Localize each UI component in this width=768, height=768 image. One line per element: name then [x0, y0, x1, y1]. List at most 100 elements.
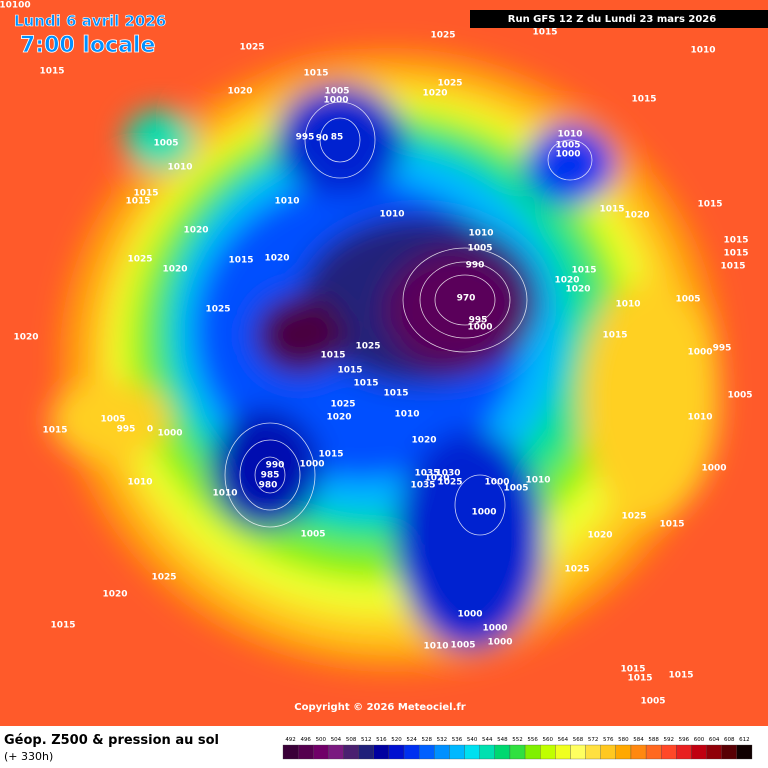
isobar-label: 1025 [437, 478, 462, 488]
isobar-label: 1000 [687, 348, 712, 358]
colorbar-label: 532 [437, 737, 448, 743]
isobar-label: 1010 [127, 478, 152, 488]
colorbar-swatch [600, 744, 616, 760]
isobar-label: 1015 [620, 665, 645, 675]
colorbar-swatch [706, 744, 722, 760]
isobar-label: 1005 [640, 697, 665, 707]
isobar-label: 990 [466, 261, 485, 271]
isobar-label: 1015 [318, 450, 343, 460]
isobar-label: 1005 [324, 87, 349, 97]
isobar-label: 1005 [675, 295, 700, 305]
isobar-label: 1015 [337, 366, 362, 376]
colorbar-label: 520 [391, 737, 402, 743]
colorbar-swatch [313, 744, 329, 760]
isobar-label: 1025 [621, 512, 646, 522]
colorbar-label: 508 [346, 737, 357, 743]
isobar-label: 1020 [227, 87, 252, 97]
colorbar-label: 536 [452, 737, 463, 743]
colorbar-swatch [328, 744, 344, 760]
colorbar-label: 516 [376, 737, 387, 743]
colorbar-label: 500 [316, 737, 327, 743]
copyright: Copyright © 2026 Meteociel.fr [294, 702, 465, 713]
colorbar-swatch [540, 744, 556, 760]
colorbar-label: 592 [664, 737, 675, 743]
isobar-label: 1015 [723, 236, 748, 246]
isobar-label: 1020 [565, 285, 590, 295]
colorbar-swatch [434, 744, 450, 760]
colorbar-label: 568 [573, 737, 584, 743]
run-info: Run GFS 12 Z du Lundi 23 mars 2026 [508, 14, 717, 25]
isobar-label: 1025 [205, 305, 230, 315]
isobar-label: 995 [469, 316, 488, 326]
colorbar-label: 540 [467, 737, 478, 743]
colorbar-label: 524 [406, 737, 417, 743]
isobar-label: 1015 [39, 67, 64, 77]
isobar-label: 1015 [627, 674, 652, 684]
isobar-label: 1020 [264, 254, 289, 264]
isobar-label: 1020 [13, 333, 38, 343]
isobar-label: 1015 [125, 197, 150, 207]
isobar-label: 1025 [151, 573, 176, 583]
isobar-label: 1005 [555, 141, 580, 151]
isobar-label: 1010 [687, 413, 712, 423]
isobar-label: 1000 [487, 638, 512, 648]
colorbar-swatch [524, 744, 541, 760]
isobar-label: 1015 [532, 28, 557, 38]
isobar-label: 995 [117, 425, 136, 435]
isobar-label: 1005 [300, 530, 325, 540]
isobar-label: 1010 [394, 410, 419, 420]
isobar-label: 1025 [239, 43, 264, 53]
isobar-label: 1015 [697, 200, 722, 210]
isobar-label: 1005 [727, 391, 752, 401]
isobar-label: 1025 [355, 342, 380, 352]
isobar-label: 1010 [525, 476, 550, 486]
colorbar-swatch [449, 744, 465, 760]
isobars [224, 101, 593, 536]
isobar-label: 1020 [424, 474, 449, 484]
colorbar-label: 556 [527, 737, 538, 743]
isobar-label: 1010 [690, 46, 715, 56]
isobar-label: 1025 [430, 31, 455, 41]
isobar-label: 1010 [167, 163, 192, 173]
isobar-label: 1015 [42, 426, 67, 436]
isobar-label: 10100 [0, 1, 31, 11]
isobar-label: 1010 [274, 197, 299, 207]
colorbar-swatch [419, 744, 435, 760]
colorbar-swatch [676, 744, 692, 760]
colorbar-label: 544 [482, 737, 493, 743]
isobar-label: 1005 [153, 139, 178, 149]
isobar-label: 1010 [379, 210, 404, 220]
isobar-label: 1020 [326, 413, 351, 423]
isobar-label: 1005 [503, 484, 528, 494]
colorbar-label: 572 [588, 737, 599, 743]
isobar-label: 1000 [323, 96, 348, 106]
isobar-label: 1020 [624, 211, 649, 221]
isobar-label: 1000 [482, 624, 507, 634]
isobar-label: 985 [261, 471, 280, 481]
isobar-label: 1020 [422, 89, 447, 99]
isobar-label: 1015 [668, 671, 693, 681]
footer-title: Géop. Z500 & pression au sol [4, 733, 219, 748]
isobar-label: 1000 [457, 610, 482, 620]
isobar-label: 1010 [615, 300, 640, 310]
colorbar-label: 528 [421, 737, 432, 743]
isobar-label: 1005 [100, 415, 125, 425]
colorbar-label: 604 [709, 737, 720, 743]
isobar-label: 1030 [435, 469, 460, 479]
isobar-label: 1020 [162, 265, 187, 275]
colorbar-label: 580 [618, 737, 629, 743]
isobar-label: 1015 [133, 189, 158, 199]
isobar-label: 90 [316, 134, 329, 144]
colorbar-label: 492 [285, 737, 296, 743]
isobar-label: 1020 [411, 436, 436, 446]
colorbar-swatch [661, 744, 677, 760]
isobar-label: 0 [147, 425, 153, 435]
colorbar-label: 576 [603, 737, 614, 743]
colorbar-label: 560 [543, 737, 554, 743]
isobar-label: 1005 [467, 244, 492, 254]
colorbar-swatch [736, 744, 753, 760]
valid-time: 7:00 locale [20, 33, 155, 58]
